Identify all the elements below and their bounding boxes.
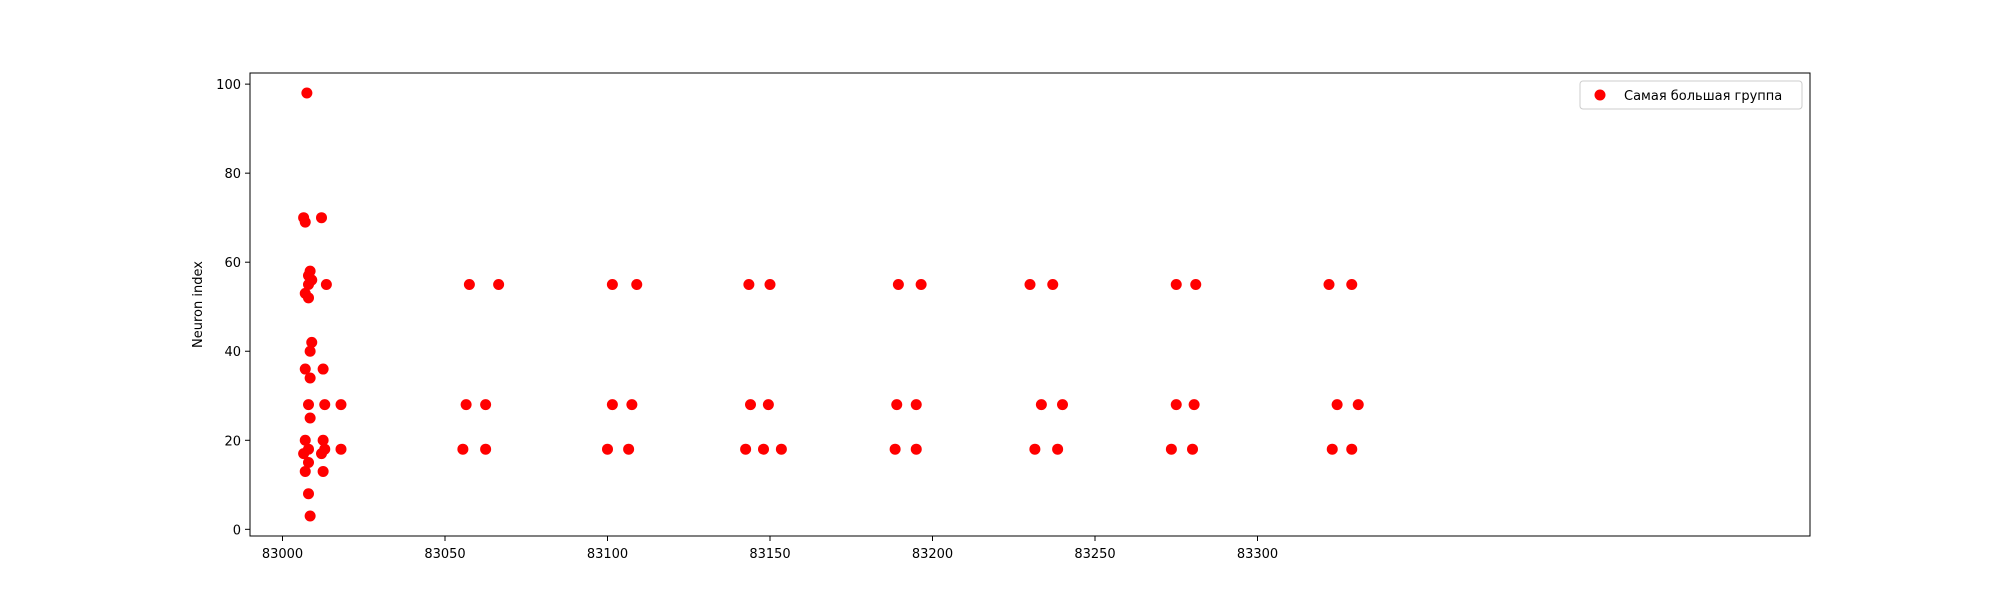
- data-point: [304, 372, 316, 384]
- y-tick-label: 60: [224, 256, 241, 271]
- data-point: [1165, 443, 1177, 455]
- plot-area-frame: [249, 72, 1811, 537]
- legend: Самая большая группа: [1579, 80, 1803, 110]
- data-point: [303, 399, 314, 411]
- y-tick-label: 40: [224, 345, 241, 360]
- y-tick-label: 80: [224, 167, 241, 182]
- data-point: [915, 278, 927, 290]
- data-point: [775, 443, 787, 455]
- data-point: [740, 443, 752, 455]
- data-point: [463, 278, 475, 290]
- data-point: [623, 443, 635, 455]
- data-point: [743, 278, 755, 290]
- data-point: [745, 399, 756, 411]
- data-point: [301, 87, 313, 99]
- data-point: [299, 465, 311, 477]
- data-point: [1190, 278, 1202, 290]
- y-axis-label: Neuron index: [191, 261, 206, 348]
- data-point: [1024, 278, 1036, 290]
- data-point: [1346, 278, 1358, 290]
- data-point: [299, 216, 311, 228]
- data-point: [1052, 443, 1064, 455]
- data-point: [317, 434, 329, 446]
- data-point: [889, 443, 901, 455]
- y-tick-label: 0: [233, 523, 241, 538]
- data-point: [303, 292, 314, 304]
- data-point: [317, 465, 329, 477]
- data-point: [892, 278, 904, 290]
- y-tick-label: 100: [216, 78, 241, 93]
- data-points: [298, 87, 1364, 522]
- x-tick-label: 83000: [262, 547, 303, 562]
- data-point: [335, 443, 347, 455]
- data-point: [1352, 399, 1364, 411]
- data-point: [303, 278, 314, 290]
- data-point: [631, 278, 643, 290]
- data-point: [764, 278, 776, 290]
- data-point: [758, 443, 769, 455]
- x-tick-label: 83050: [424, 547, 465, 562]
- data-point: [1057, 399, 1068, 411]
- data-point: [910, 399, 922, 411]
- x-tick-label: 83150: [749, 547, 790, 562]
- y-tick-label: 20: [224, 434, 241, 449]
- data-point: [606, 278, 618, 290]
- data-point: [1035, 399, 1047, 411]
- legend-box: [1579, 80, 1803, 110]
- data-point: [1188, 399, 1200, 411]
- data-point: [762, 399, 774, 411]
- data-point: [602, 443, 613, 455]
- data-point: [306, 336, 318, 348]
- data-point: [316, 212, 327, 224]
- data-point: [319, 443, 331, 455]
- data-point: [626, 399, 638, 411]
- x-axis-ticks: 83000 83050 83100 83150 83200 83250 83300: [262, 536, 1278, 562]
- data-point: [1047, 278, 1059, 290]
- data-point: [891, 399, 903, 411]
- data-point: [1187, 443, 1198, 455]
- y-axis-ticks: 0 20 40 60 80 100: [216, 78, 250, 538]
- data-point: [1326, 443, 1338, 455]
- data-point: [303, 457, 314, 469]
- x-tick-label: 83250: [1074, 547, 1115, 562]
- data-point: [304, 412, 316, 424]
- data-point: [493, 278, 505, 290]
- data-point: [1029, 443, 1041, 455]
- data-point: [606, 399, 618, 411]
- data-point: [480, 443, 492, 455]
- data-point: [1323, 278, 1335, 290]
- data-point: [1170, 278, 1182, 290]
- data-point: [299, 434, 311, 446]
- data-point: [910, 443, 922, 455]
- data-point: [304, 345, 316, 357]
- legend-label: Самая большая группа: [1624, 89, 1782, 104]
- data-point: [299, 363, 311, 375]
- x-tick-label: 83300: [1237, 547, 1278, 562]
- x-tick-label: 83100: [587, 547, 628, 562]
- data-point: [303, 488, 314, 500]
- data-point: [460, 399, 472, 411]
- data-point: [317, 363, 329, 375]
- data-point: [298, 448, 310, 460]
- data-point: [457, 443, 469, 455]
- data-point: [480, 399, 492, 411]
- data-point: [320, 278, 332, 290]
- data-point: [319, 399, 331, 411]
- data-point: [335, 399, 347, 411]
- data-point: [1170, 399, 1182, 411]
- legend-marker: [1594, 89, 1606, 101]
- data-point: [1331, 399, 1343, 411]
- x-tick-label: 83200: [912, 547, 953, 562]
- data-point: [1346, 443, 1358, 455]
- data-point: [304, 510, 316, 522]
